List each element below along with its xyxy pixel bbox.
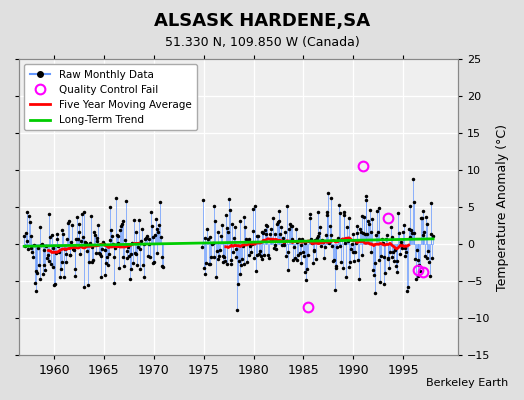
Text: ALSASK HARDENE,SA: ALSASK HARDENE,SA (154, 12, 370, 30)
Y-axis label: Temperature Anomaly (°C): Temperature Anomaly (°C) (496, 124, 509, 290)
Text: Berkeley Earth: Berkeley Earth (426, 378, 508, 388)
Legend: Raw Monthly Data, Quality Control Fail, Five Year Moving Average, Long-Term Tren: Raw Monthly Data, Quality Control Fail, … (25, 64, 196, 130)
Text: 51.330 N, 109.850 W (Canada): 51.330 N, 109.850 W (Canada) (165, 36, 359, 49)
